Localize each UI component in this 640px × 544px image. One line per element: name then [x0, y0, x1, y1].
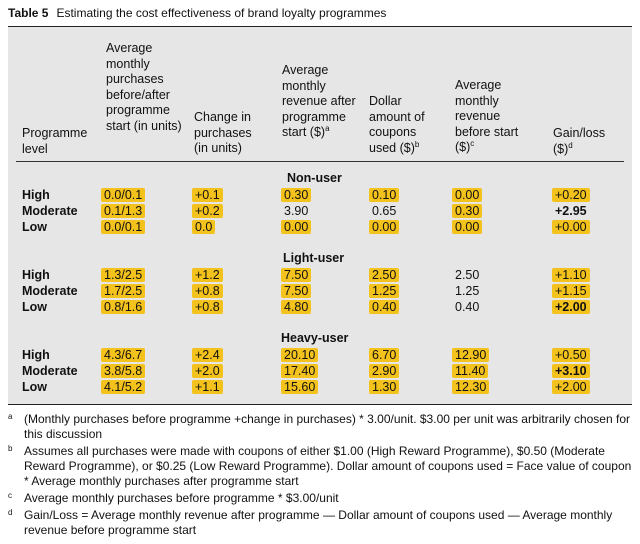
gain-cell: +2.95	[555, 204, 587, 218]
coupons-cell: 0.00	[369, 220, 400, 234]
purchases-cell: 0.1/1.3	[101, 204, 146, 218]
row-label: Low	[22, 300, 47, 314]
revenue-after-cell: 0.00	[281, 220, 312, 234]
data-table: Programme level Average monthly purchase…	[8, 26, 632, 405]
change-cell: +2.4	[192, 348, 223, 362]
gain-cell: +0.20	[552, 188, 590, 202]
gain-cell: +1.10	[552, 268, 590, 282]
coupons-cell: 6.70	[369, 348, 400, 362]
coupons-cell: 0.65	[372, 204, 397, 218]
gain-cell: +1.15	[552, 284, 590, 298]
revenue-after-cell: 7.50	[281, 268, 312, 282]
purchases-cell: 4.1/5.2	[101, 380, 146, 394]
revenue-after-cell: 3.90	[284, 204, 309, 218]
table-number: Table 5	[8, 6, 49, 20]
footnote: a (Monthly purchases before programme +ch…	[8, 412, 630, 441]
revenue-before-cell: 0.40	[455, 300, 480, 314]
purchases-cell: 1.7/2.5	[101, 284, 146, 298]
header-level: Programme level	[22, 126, 88, 156]
purchases-cell: 4.3/6.7	[101, 348, 146, 362]
coupons-cell: 0.40	[369, 300, 400, 314]
group-label-non-user: Non-user	[287, 171, 342, 185]
row-label: Low	[22, 380, 47, 394]
revenue-before-cell: 11.40	[452, 364, 489, 378]
row-label: Moderate	[22, 284, 78, 298]
row-label: High	[22, 348, 50, 362]
header-change: Change in purchases (in units)	[194, 110, 252, 156]
row-label: High	[22, 188, 50, 202]
header-rule	[16, 161, 624, 162]
coupons-cell: 1.30	[369, 380, 400, 394]
row-label: Moderate	[22, 364, 78, 378]
revenue-before-cell: 12.90	[452, 348, 490, 362]
change-cell: +0.2	[192, 204, 223, 218]
header-revenue-after: Average monthly revenue after programme …	[282, 63, 356, 140]
gain-cell: +0.50	[552, 348, 590, 362]
coupons-cell: 1.25	[369, 284, 400, 298]
coupons-cell: 2.50	[369, 268, 400, 282]
group-label-light-user: Light-user	[283, 251, 345, 265]
change-cell: +0.8	[192, 284, 223, 298]
revenue-before-cell: 0.00	[452, 220, 483, 234]
footnote: b Assumes all purchases were made with co…	[8, 444, 632, 488]
table-caption: Table 5 Estimating the cost effectiveness…	[8, 6, 386, 20]
purchases-cell: 3.8/5.8	[101, 364, 146, 378]
header-coupons: Dollar amount of coupons used ($)b	[369, 94, 425, 155]
change-cell: +0.8	[192, 300, 223, 314]
revenue-after-cell: 7.50	[281, 284, 312, 298]
header-purchases: Average monthly purchases before/after p…	[106, 41, 182, 133]
change-cell: +0.1	[192, 188, 223, 202]
footnotes: a (Monthly purchases before programme +ch…	[8, 412, 632, 540]
purchases-cell: 0.0/0.1	[101, 188, 146, 202]
change-cell: 0.0	[192, 220, 216, 234]
purchases-cell: 0.0/0.1	[101, 220, 146, 234]
revenue-after-cell: 20.10	[281, 348, 319, 362]
footnote: c Average monthly purchases before progra…	[8, 491, 339, 505]
footnote: d Gain/Loss = Average monthly revenue aft…	[8, 508, 613, 537]
gain-cell: +2.00	[552, 300, 590, 314]
revenue-after-cell: 15.60	[281, 380, 319, 394]
revenue-before-cell: 1.25	[455, 284, 480, 298]
revenue-after-cell: 4.80	[281, 300, 312, 314]
purchases-cell: 0.8/1.6	[101, 300, 146, 314]
gain-cell: +3.10	[552, 364, 590, 378]
gain-cell: +0.00	[552, 220, 590, 234]
purchases-cell: 1.3/2.5	[101, 268, 146, 282]
revenue-before-cell: 0.30	[452, 204, 483, 218]
row-label: Low	[22, 220, 47, 234]
header-revenue-before: Average monthly revenue before start ($)…	[455, 78, 519, 155]
coupons-cell: 0.10	[369, 188, 400, 202]
revenue-before-cell: 2.50	[455, 268, 480, 282]
revenue-after-cell: 17.40	[281, 364, 319, 378]
revenue-before-cell: 0.00	[452, 188, 483, 202]
gain-cell: +2.00	[552, 380, 590, 394]
change-cell: +1.2	[192, 268, 223, 282]
header-gain: Gain/loss ($)d	[553, 126, 606, 156]
row-label: High	[22, 268, 50, 282]
row-label: Moderate	[22, 204, 78, 218]
table-title: Estimating the cost effectiveness of bra…	[56, 6, 387, 20]
change-cell: +1.1	[192, 380, 223, 394]
revenue-before-cell: 12.30	[452, 380, 490, 394]
revenue-after-cell: 0.30	[281, 188, 312, 202]
group-label-heavy-user: Heavy-user	[281, 331, 349, 345]
change-cell: +2.0	[192, 364, 223, 378]
coupons-cell: 2.90	[369, 364, 400, 378]
